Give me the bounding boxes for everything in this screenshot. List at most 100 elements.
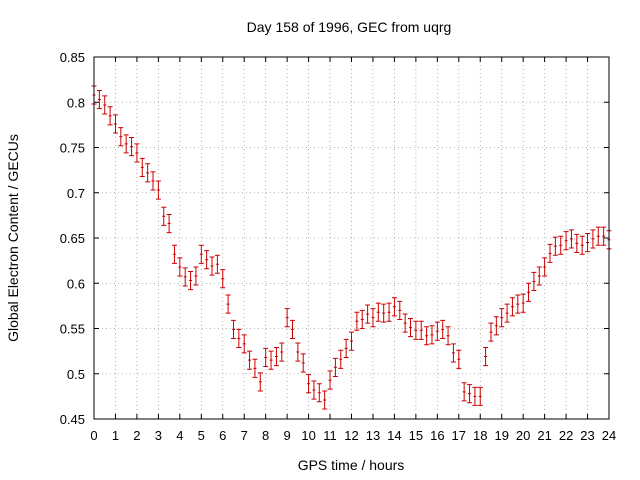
data-point	[574, 233, 580, 253]
error-bar	[472, 386, 478, 406]
data-point	[370, 308, 376, 328]
error-bar	[445, 326, 451, 346]
error-bar	[306, 374, 312, 394]
data-point	[257, 372, 263, 392]
data-point	[349, 331, 354, 351]
x-tick-label: 24	[602, 428, 616, 443]
data-point	[182, 267, 188, 287]
error-bar	[289, 319, 295, 339]
error-bar	[241, 334, 247, 354]
error-bar	[359, 309, 365, 329]
data-point	[332, 357, 338, 377]
error-bar	[429, 325, 435, 345]
error-bar	[488, 322, 494, 342]
data-point	[204, 250, 210, 270]
error-bar	[96, 89, 102, 110]
y-tick-label: 0.65	[60, 231, 85, 246]
data-point	[247, 350, 253, 370]
data-point	[230, 319, 236, 339]
x-tick-label: 11	[323, 428, 337, 443]
x-tick-label: 20	[516, 428, 530, 443]
data-point	[268, 350, 274, 370]
data-point	[225, 294, 231, 314]
chart-title: Day 158 of 1996, GEC from uqrg	[247, 19, 452, 35]
error-bar	[161, 206, 167, 226]
data-point	[289, 319, 295, 339]
x-tick-label: 7	[241, 428, 248, 443]
data-point	[397, 300, 403, 320]
error-bar	[558, 235, 564, 255]
error-bar	[413, 320, 419, 340]
data-point	[601, 226, 607, 246]
data-point	[188, 270, 194, 291]
error-bar	[370, 308, 376, 328]
error-bar	[316, 383, 322, 403]
x-tick-label: 19	[494, 428, 508, 443]
data-point	[568, 229, 574, 249]
data-point	[322, 390, 328, 410]
data-point	[365, 304, 371, 324]
y-tick-labels: 0.45 0.5 0.55 0.6 0.65 0.7 0.75 0.8 0.85	[60, 50, 85, 427]
error-bar	[295, 342, 301, 362]
error-bar	[499, 308, 505, 328]
error-bar	[236, 328, 242, 349]
x-tick-label: 23	[580, 428, 594, 443]
error-bar	[150, 171, 156, 191]
data-point	[515, 294, 521, 314]
error-bar	[188, 270, 194, 291]
x-tick-labels: 0 1 2 3 4 5 6 7 8 9 10 11 12 13 14 15 16 17 18 19 20 21 22 23 24	[90, 428, 616, 443]
error-bar	[273, 347, 279, 367]
error-bar	[397, 300, 403, 320]
data-point	[236, 328, 242, 349]
error-bar	[574, 233, 580, 253]
y-tick-label: 0.45	[60, 412, 85, 427]
data-point	[338, 349, 344, 369]
x-axis-label: GPS time / hours	[298, 457, 405, 473]
data-point	[273, 347, 279, 367]
error-bar	[456, 349, 462, 369]
error-bar	[365, 304, 371, 324]
error-bar	[268, 350, 274, 370]
error-bar	[579, 235, 585, 255]
data-point	[220, 269, 226, 289]
error-bar	[102, 95, 108, 115]
error-bar	[552, 236, 558, 256]
x-tick-label: 1	[112, 428, 119, 443]
error-bar	[590, 229, 596, 249]
error-bar	[585, 232, 591, 253]
error-bar	[107, 106, 113, 126]
error-bar	[520, 293, 526, 313]
error-bar	[252, 358, 258, 378]
data-point	[418, 320, 424, 340]
data-point	[198, 244, 204, 264]
error-bar	[595, 226, 601, 246]
error-bar	[112, 114, 118, 134]
error-bar	[327, 370, 333, 390]
data-point	[155, 180, 161, 200]
x-tick-label: 10	[301, 428, 315, 443]
data-point	[171, 244, 177, 264]
data-point	[467, 384, 473, 404]
error-bar	[230, 319, 236, 339]
error-bar	[424, 326, 430, 346]
data-point	[440, 319, 446, 339]
error-bar	[354, 311, 360, 331]
y-tick-label: 0.7	[67, 186, 85, 201]
data-point	[118, 127, 124, 147]
error-bar	[279, 342, 285, 362]
data-point	[408, 318, 414, 338]
error-bar	[129, 137, 135, 157]
data-point	[112, 114, 118, 134]
error-bar	[434, 321, 440, 341]
grid	[94, 57, 609, 419]
data-point	[295, 342, 301, 362]
data-point	[359, 309, 365, 329]
data-point	[483, 347, 489, 367]
data-point	[526, 282, 532, 302]
data-point	[450, 343, 456, 363]
data-point	[461, 382, 467, 402]
data-point	[493, 316, 499, 336]
error-bar	[601, 226, 607, 246]
data-point	[311, 380, 317, 400]
